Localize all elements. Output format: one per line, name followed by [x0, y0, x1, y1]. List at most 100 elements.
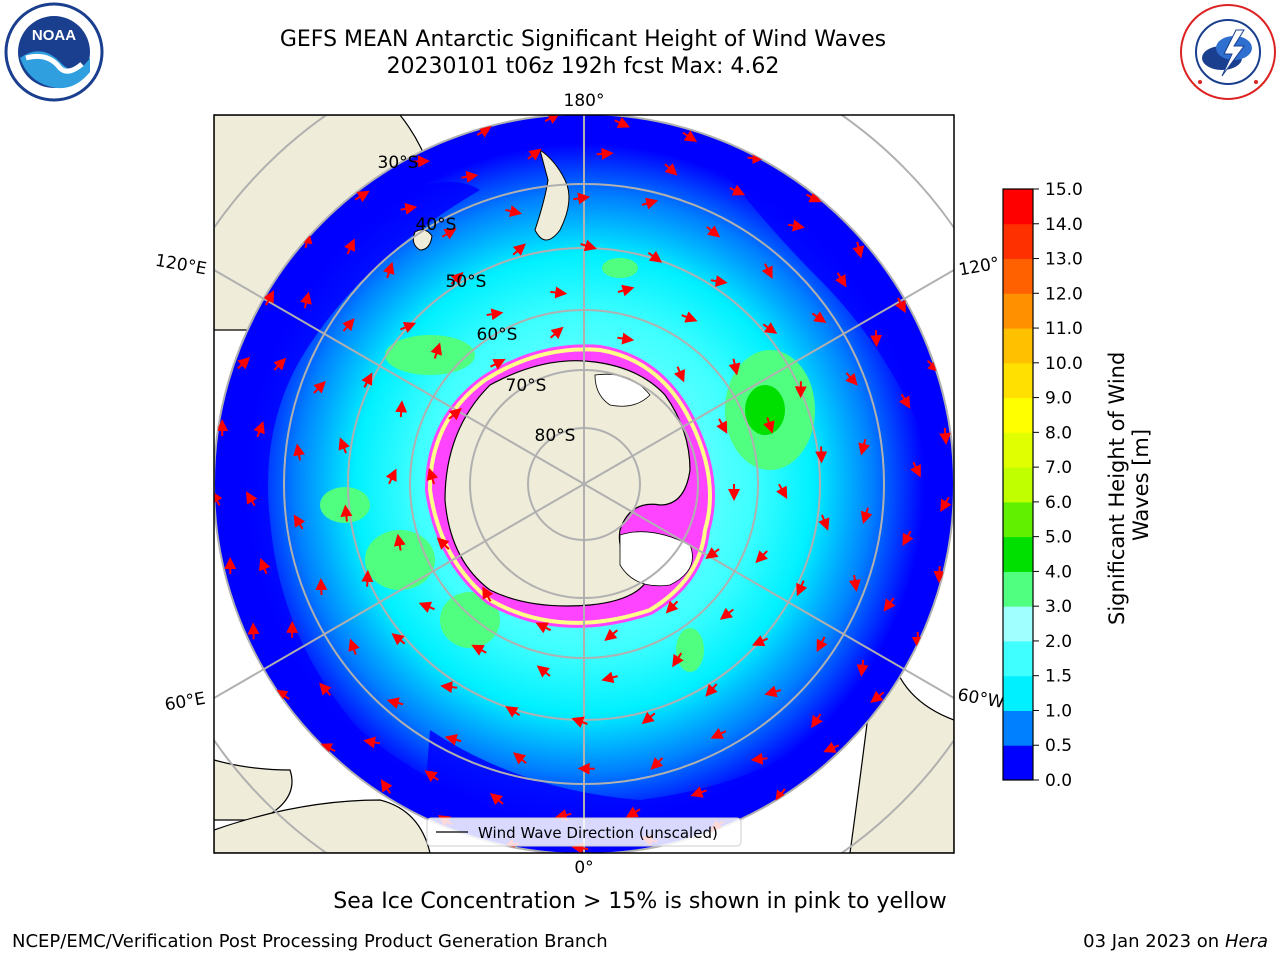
colorbar-segment — [1003, 606, 1033, 642]
wave-direction-arrow — [940, 496, 952, 512]
wave-direction-arrow — [441, 228, 457, 240]
wind-wave-arrows — [214, 114, 952, 854]
colorbar-segment — [1003, 640, 1033, 677]
wave-direction-arrow — [690, 786, 707, 798]
wave-direction-arrow — [614, 116, 631, 128]
wave-direction-arrow — [933, 566, 946, 584]
wave-direction-arrow — [426, 467, 439, 485]
wave-direction-arrow — [550, 286, 568, 299]
wave-direction-arrow — [342, 318, 355, 332]
wave-direction-arrow — [755, 550, 768, 564]
land-africa — [214, 799, 431, 853]
wave-patch-green — [440, 592, 500, 648]
wave-direction-arrow — [319, 682, 332, 696]
wave-direction-arrow — [319, 743, 336, 755]
lon-label-120e: 120°E — [154, 251, 208, 280]
wave-direction-arrow — [536, 665, 551, 678]
wave-direction-arrow — [805, 191, 822, 203]
wave-direction-arrow — [461, 170, 479, 183]
wave-direction-arrow — [436, 537, 450, 550]
colorbar-segment — [1003, 293, 1033, 329]
wave-direction-arrow — [527, 148, 542, 161]
wave-direction-arrow — [512, 243, 526, 256]
wave-direction-arrow — [263, 290, 275, 306]
wave-direction-arrow — [253, 420, 265, 438]
lon-label-180: 180° — [564, 91, 605, 111]
wave-direction-arrow — [450, 271, 464, 285]
chart-subtitle: 20230101 t06z 192h fcst Max: 4.62 — [386, 54, 780, 79]
colorbar: 0.0 0.5 1.0 1.5 2.0 3.0 4.0 5.0 6.0 7.0 8.0 9.0 10.0… — [1003, 180, 1083, 791]
colorbar-tick-label: 8.0 — [1045, 423, 1072, 443]
colorbar-segment — [1003, 258, 1033, 294]
colorbar-tick-label: 12.0 — [1045, 284, 1083, 304]
wave-direction-arrow — [313, 380, 326, 394]
wave-direction-arrow — [719, 607, 734, 620]
wave-direction-arrow — [476, 126, 492, 138]
colorbar-tick-label: 13.0 — [1045, 250, 1083, 270]
wave-direction-arrow — [894, 297, 906, 314]
footer-host: Hera — [1224, 931, 1268, 952]
wave-direction-arrow — [625, 806, 641, 819]
wave-direction-arrow — [811, 311, 827, 323]
wave-direction-arrow — [300, 291, 312, 309]
wave-direction-arrow — [796, 580, 808, 597]
wave-direction-arrow — [641, 711, 656, 725]
colorbar-tick-label: 3.0 — [1045, 597, 1072, 617]
colorbar-segment — [1003, 710, 1033, 746]
wave-direction-arrow — [535, 622, 552, 634]
wave-direction-arrow — [835, 272, 847, 288]
wave-direction-arrow — [246, 491, 258, 507]
lat-label-40s: 40°S — [416, 215, 457, 235]
lon-label-0: 0° — [574, 858, 593, 878]
land-new-zealand — [534, 148, 570, 241]
colorbar-tick-label: 5.0 — [1045, 528, 1072, 548]
colorbar-segment — [1003, 571, 1033, 607]
lat-label-50s: 50°S — [446, 272, 487, 292]
colorbar-segment — [1003, 501, 1033, 538]
wave-direction-arrow — [763, 417, 775, 434]
colorbar-segment — [1003, 328, 1033, 364]
wave-direction-arrow — [361, 372, 373, 388]
wave-direction-arrow — [580, 239, 597, 252]
wave-direction-arrow — [764, 685, 782, 698]
wave-direction-arrow — [513, 752, 527, 765]
wave-patch-green — [602, 258, 638, 278]
colorbar-tick-label: 11.0 — [1045, 319, 1083, 339]
wave-direction-arrow — [386, 697, 404, 709]
map-frame — [213, 114, 955, 854]
noaa-logo: NOAA — [4, 2, 104, 102]
wave-direction-arrow — [596, 147, 614, 160]
wave-direction-arrow — [848, 574, 861, 592]
colorbar-tick-label: 7.0 — [1045, 458, 1072, 478]
wave-direction-arrow — [486, 308, 504, 321]
wave-direction-arrow — [710, 275, 728, 288]
wave-direction-arrow — [395, 400, 408, 418]
wave-direction-arrow — [939, 427, 952, 445]
wave-direction-arrow — [641, 197, 659, 210]
colorbar-segment — [1003, 675, 1033, 711]
lat-label-70s: 70°S — [506, 376, 547, 396]
lat-label-80s: 80°S — [535, 426, 576, 446]
wave-direction-arrow — [482, 586, 494, 602]
wave-direction-arrow — [672, 652, 684, 668]
wave-direction-arrow — [237, 356, 251, 370]
wave-direction-arrow — [926, 359, 941, 373]
wave-direction-arrow — [673, 366, 685, 383]
colorbar-tick-label: 4.0 — [1045, 562, 1072, 582]
colorbar-segment — [1003, 432, 1033, 468]
wave-direction-arrow — [664, 163, 678, 176]
footer-date: 03 Jan 2023 on Hera — [1083, 931, 1268, 952]
wave-direction-arrow — [338, 437, 350, 454]
legend: Wind Wave Direction (unscaled) — [426, 817, 742, 847]
wave-direction-arrow — [490, 358, 506, 370]
wave-direction-arrow — [898, 393, 911, 409]
wave-direction-arrow — [681, 311, 698, 323]
lat-label-30s: 30°S — [378, 153, 419, 173]
wave-direction-arrow — [505, 706, 521, 718]
lon-label-120w: 120° — [957, 254, 1001, 281]
wave-direction-arrow — [300, 231, 313, 249]
wave-direction-arrow — [728, 358, 741, 376]
wave-direction-arrow — [348, 638, 360, 655]
colorbar-tick-label: 10.0 — [1045, 354, 1083, 374]
